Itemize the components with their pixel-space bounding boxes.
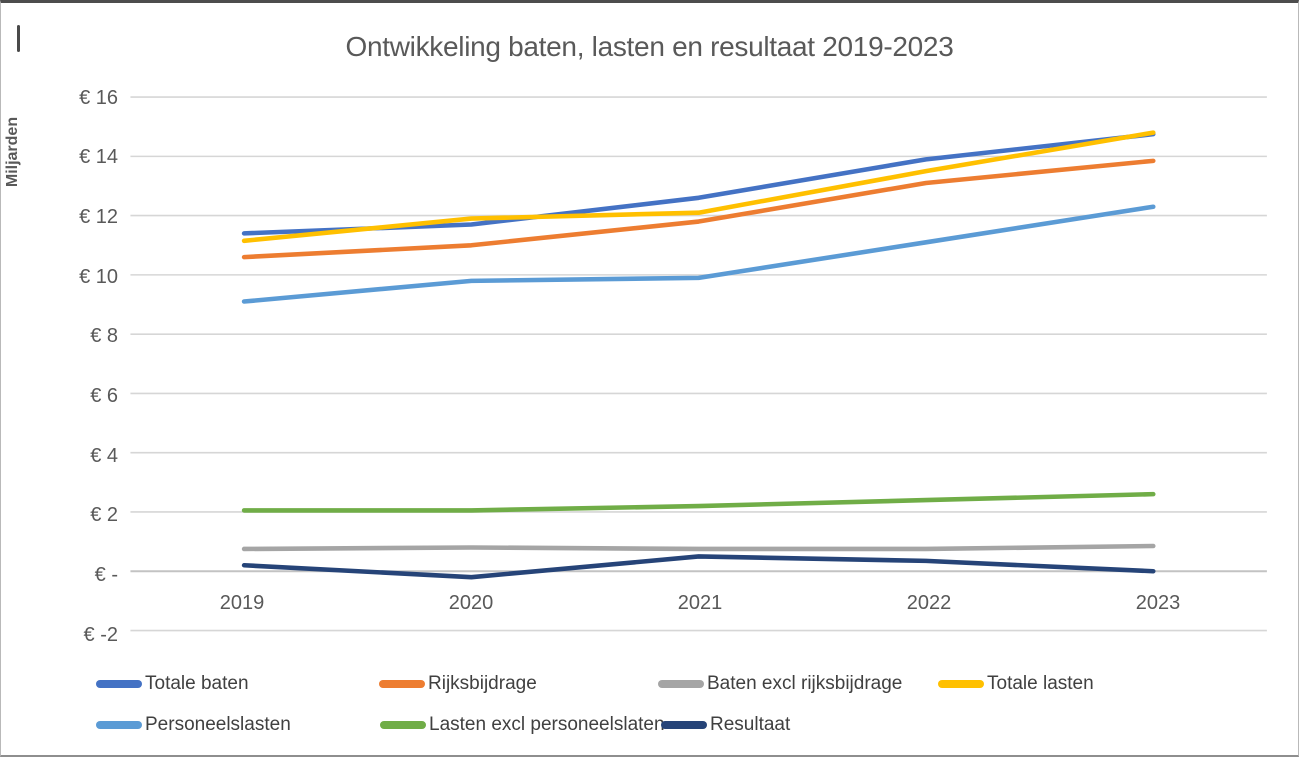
y-axis-title: Miljarden [4,116,21,188]
legend-swatch [96,680,142,688]
series-line-totale-lasten [241,130,1156,244]
y-tick-label: € 10 [79,266,118,288]
x-tick-label: 2022 [906,592,952,614]
legend-swatch [661,721,707,729]
series-line-totale-baten [241,131,1156,236]
legend-label: Totale lasten [987,673,1094,694]
legend-item-resultaat: Resultaat [661,713,790,737]
y-tick-label: € - [94,564,118,586]
legend-swatch [96,721,142,729]
line-chart-plot [130,96,1267,632]
legend-item-personeelslasten: Personeelslasten [96,713,291,737]
legend-label: Rijksbijdrage [428,673,537,694]
legend-label: Totale baten [145,673,249,694]
legend-label: Personeelslasten [145,714,291,735]
legend-swatch [379,680,425,688]
y-tick-label: € 2 [90,504,118,526]
x-tick-label: 2023 [1135,592,1181,614]
scan-artifact-mark [17,25,20,52]
legend-item-lasten-excl-personeelslaten: Lasten excl personeelslaten [380,713,665,737]
y-tick-label: € 12 [79,206,118,228]
y-tick-label: € 14 [79,146,118,168]
series-line-baten-excl-rijksbijdrage [241,543,1156,552]
y-tick-label: € 6 [90,385,118,407]
y-tick-label: € 8 [90,325,118,347]
y-tick-label: € -2 [83,624,118,646]
series-line-rijksbijdrage [241,158,1156,260]
legend-item-baten-excl-rijksbijdrage: Baten excl rijksbijdrage [658,672,902,696]
y-tick-label: € 16 [79,87,118,109]
legend-swatch [380,721,426,729]
x-tick-label: 2021 [677,592,723,614]
series-line-lasten-excl-personeelslaten [241,491,1156,513]
y-tick-label: € 4 [90,445,118,467]
series-line-personeelslasten [241,204,1156,304]
legend-label: Baten excl rijksbijdrage [707,673,903,694]
legend-label: Lasten excl personeelslaten [429,714,665,735]
x-tick-label: 2020 [448,592,494,614]
legend-label: Resultaat [710,714,791,735]
x-tick-label: 2019 [219,592,265,614]
legend-item-totale-lasten: Totale lasten [938,672,1094,696]
legend-swatch [938,680,984,688]
legend-swatch [658,680,704,688]
series-line-resultaat [241,554,1156,580]
chart-title: Ontwikkeling baten, lasten en resultaat … [345,31,954,62]
legend-item-totale-baten: Totale baten [96,672,249,696]
legend-item-rijksbijdrage: Rijksbijdrage [379,672,537,696]
